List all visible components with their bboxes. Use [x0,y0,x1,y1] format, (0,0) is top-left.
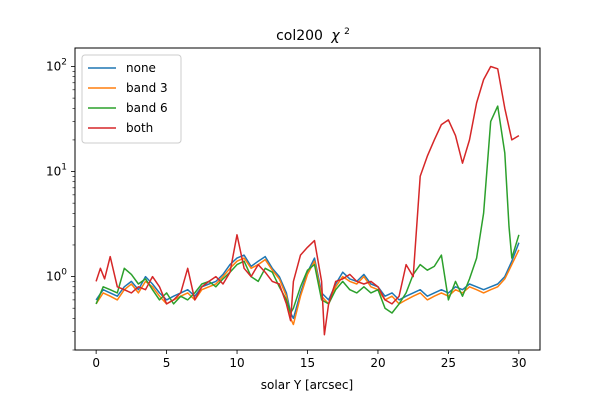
chart-title-base: col200 [276,28,323,44]
x-tick-label: 0 [92,356,100,370]
plot-area [95,65,520,336]
x-axis-label: solar Y [arcsec] [261,378,353,392]
y-tick-label: 102 [46,57,67,73]
chart-title-exponent: 2 [344,27,350,37]
axes-frame [74,47,541,351]
legend-entries: none band 3 band 6 both [88,61,168,135]
y-tick-label: 100 [46,268,67,284]
x-tick-label: 20 [370,356,385,370]
x-tick-label: 5 [163,356,171,370]
series-line-both [95,65,520,336]
y-axis-ticks: 100 101 102 [46,57,75,351]
x-tick-label: 15 [300,356,315,370]
legend: none band 3 band 6 both [81,54,182,144]
x-axis-ticks: 0 5 10 15 20 25 30 [92,350,527,370]
x-tick-label: 25 [441,356,456,370]
legend-box [81,54,182,144]
legend-label-both: both [126,121,153,135]
x-tick-label: 30 [511,356,526,370]
x-tick-label: 10 [229,356,244,370]
chart-title: col200 χ 2 [276,27,350,44]
chart-title-symbol: χ [330,28,340,44]
y-tick-label: 101 [46,163,67,179]
series-line-band-6 [95,105,520,314]
legend-label-band-3: band 3 [126,81,168,95]
legend-label-band-6: band 6 [126,101,168,115]
legend-label-none: none [126,61,156,75]
